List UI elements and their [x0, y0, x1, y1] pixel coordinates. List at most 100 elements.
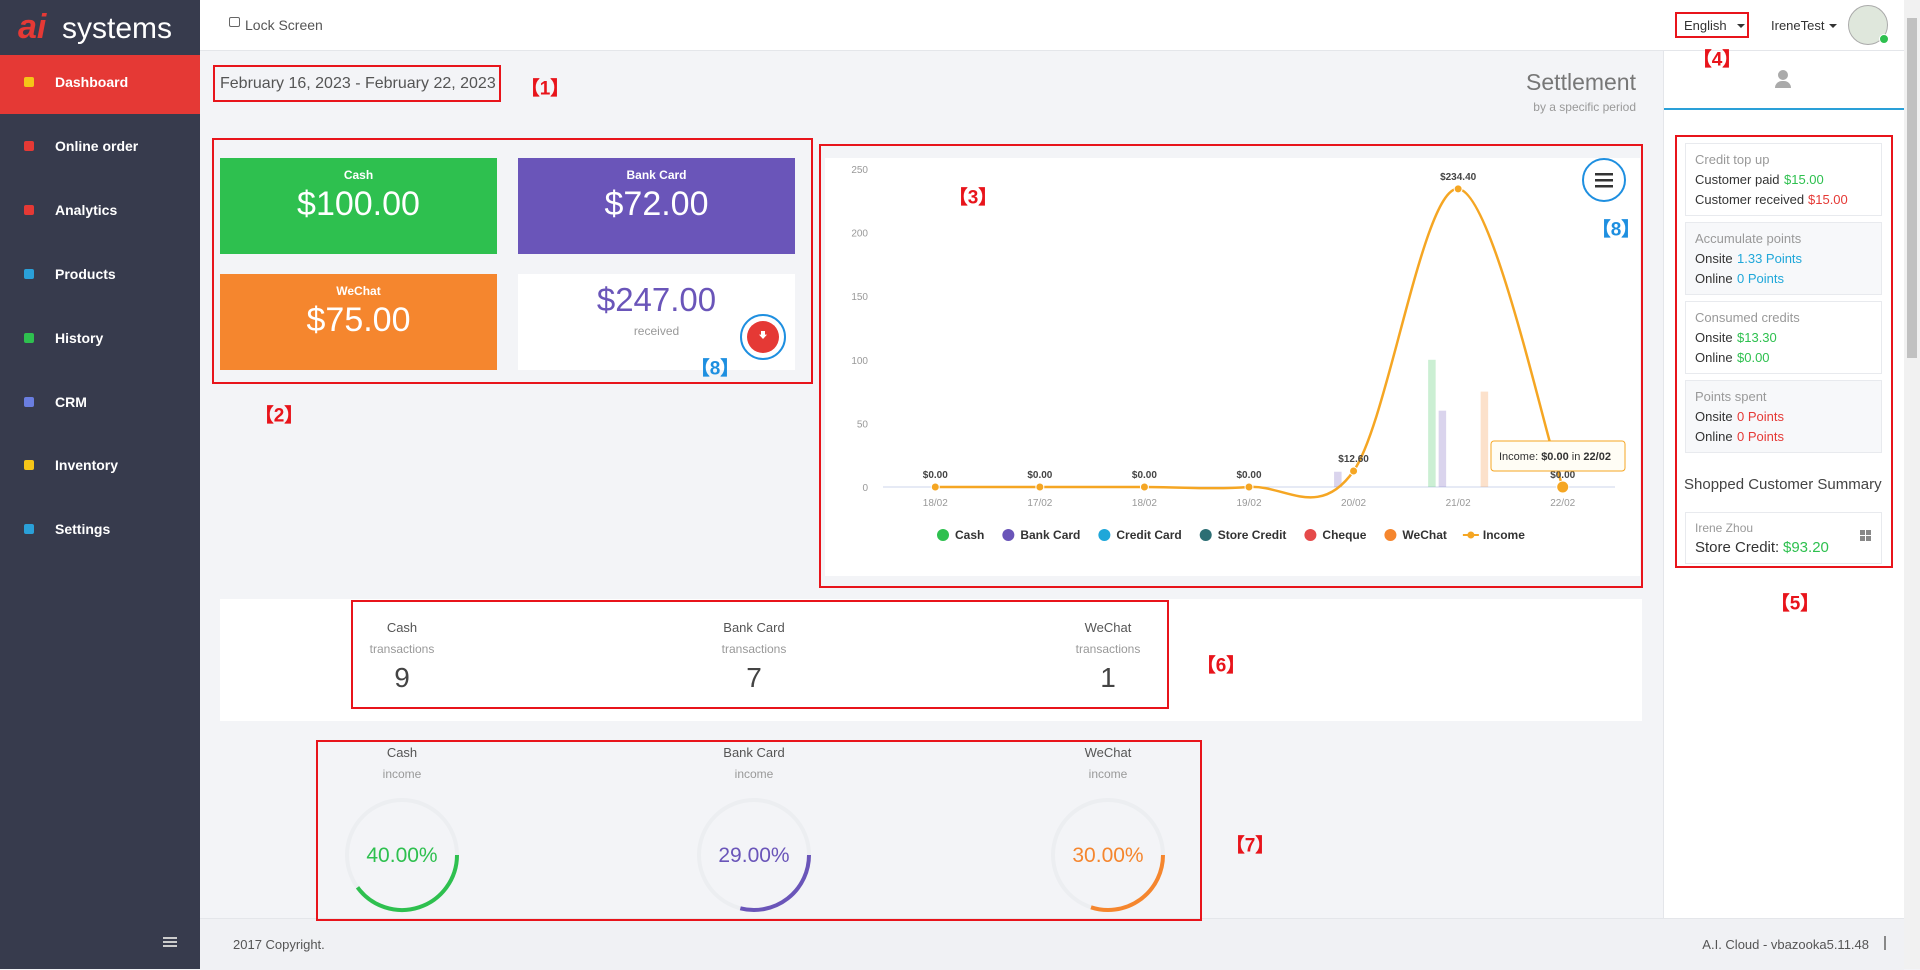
x-tick-label: 18/02	[923, 498, 948, 509]
info-label: Online	[1695, 429, 1733, 444]
sidebar	[0, 0, 200, 969]
transaction-label: transactions	[1075, 642, 1141, 656]
ring-arc	[739, 854, 811, 912]
y-tick-label: 100	[851, 356, 868, 367]
transaction-label: transactions	[721, 642, 787, 656]
info-value: 0 Points	[1737, 271, 1784, 286]
transaction-name: Cash	[386, 620, 418, 635]
page-title: Settlement	[1526, 69, 1636, 95]
info-label: Customer received	[1695, 192, 1805, 207]
info-box	[1685, 301, 1882, 374]
menu-item[interactable]: History	[55, 329, 104, 346]
legend-marker	[1467, 531, 1475, 539]
scroll-top[interactable]	[1884, 936, 1886, 950]
menu-icon	[24, 140, 34, 151]
data-label: $0.00	[1132, 470, 1157, 481]
menu-item[interactable]: Analytics	[55, 201, 118, 218]
legend-label: WeChat	[1402, 528, 1446, 542]
annotation-box	[351, 600, 1169, 709]
income-label: income	[382, 767, 422, 781]
annotation-box	[212, 138, 813, 384]
language[interactable]: English	[1684, 18, 1727, 33]
annotation: 【6】	[1196, 655, 1246, 677]
lock-screen[interactable]: Lock Screen	[245, 17, 323, 33]
income-percent: 29.00%	[718, 844, 789, 867]
info-box	[1685, 380, 1882, 453]
annotation-box	[213, 65, 501, 102]
legend-label: Credit Card	[1116, 528, 1181, 542]
person-icon-head[interactable]	[1778, 70, 1788, 80]
logo-text: systems	[62, 12, 173, 45]
data-label: $0.00	[923, 470, 948, 481]
payment-card	[518, 158, 795, 254]
bar	[1438, 410, 1447, 487]
copyright: 2017 Copyright.	[233, 937, 325, 952]
bar	[1480, 391, 1489, 487]
data-label: $0.00	[1236, 470, 1261, 481]
menu-item[interactable]: Dashboard	[55, 74, 129, 90]
data-label: $0.00	[1027, 470, 1052, 481]
info-value: $15.00	[1784, 172, 1824, 187]
card-name: Cash	[343, 168, 374, 182]
tooltip: Income: $0.00 in 22/02	[1499, 451, 1611, 463]
date-range[interactable]: February 16, 2023 - February 22, 2023	[220, 75, 496, 92]
legend-label: Cash	[955, 528, 984, 542]
summary-title: Shopped Customer Summary	[1684, 476, 1882, 493]
x-tick-label: 18/02	[1132, 498, 1157, 509]
menu-item[interactable]: Online order	[55, 137, 139, 154]
tooltip-part: Income:	[1499, 451, 1541, 463]
customer-name[interactable]: Irene Zhou	[1695, 521, 1754, 535]
menu-item[interactable]: Inventory	[55, 457, 119, 474]
info-label: Onsite	[1695, 251, 1733, 266]
annotation: 【7】	[1225, 835, 1275, 857]
legend-marker	[1384, 529, 1397, 541]
info-value: 1.33 Points	[1737, 251, 1803, 266]
card-amount: $100.00	[297, 185, 420, 223]
info-title: Credit top up	[1695, 152, 1770, 167]
user-name[interactable]: IreneTest	[1771, 18, 1825, 33]
annotation: 【3】	[948, 187, 998, 209]
tooltip-part: in	[1569, 451, 1584, 463]
annotation: 【8】	[1591, 219, 1641, 241]
scrollbar-thumb[interactable]	[1907, 18, 1917, 358]
page-subtitle: by a specific period	[1533, 100, 1636, 114]
info-title: Consumed credits	[1695, 310, 1800, 325]
point	[1556, 480, 1570, 494]
logo-mark[interactable]: ai	[18, 8, 47, 46]
income-name: Cash	[386, 745, 418, 760]
transactions-panel	[220, 599, 1642, 721]
annotation-box	[1675, 135, 1893, 568]
transaction-name: WeChat	[1084, 620, 1132, 635]
total-amount: $247.00	[596, 281, 717, 318]
card-name: Bank Card	[626, 168, 687, 182]
point	[930, 482, 940, 492]
tooltip-part: $0.00	[1541, 451, 1569, 463]
point	[1139, 482, 1149, 492]
grid-icon[interactable]	[1860, 530, 1865, 535]
income-name: Bank Card	[723, 745, 785, 760]
chart-menu[interactable]	[1595, 173, 1613, 188]
line	[935, 187, 1564, 499]
menu-item[interactable]: Products	[55, 265, 116, 282]
menu-icon	[24, 524, 34, 535]
info-value: $13.30	[1737, 330, 1777, 345]
sidebar-toggle[interactable]	[163, 937, 177, 939]
highlight-circle	[740, 314, 786, 360]
annotation: 【2】	[254, 405, 304, 427]
legend-label: Bank Card	[1020, 528, 1080, 542]
annotation-box	[819, 144, 1643, 588]
x-tick-label: 20/02	[1341, 498, 1366, 509]
menu-item[interactable]: Settings	[55, 521, 111, 538]
menu-item[interactable]: CRM	[55, 393, 87, 410]
info-label: Onsite	[1695, 330, 1733, 345]
data-label: $234.40	[1440, 172, 1477, 183]
menu-icon	[24, 460, 34, 471]
store-credit-label: Store Credit:	[1695, 539, 1780, 556]
total-label: received	[633, 324, 680, 338]
annotation-box	[1675, 12, 1749, 38]
x-tick-label: 17/02	[1027, 498, 1052, 509]
lock-icon	[229, 17, 240, 27]
tooltip-part: 22/02	[1583, 451, 1611, 463]
info-box	[1685, 143, 1882, 216]
